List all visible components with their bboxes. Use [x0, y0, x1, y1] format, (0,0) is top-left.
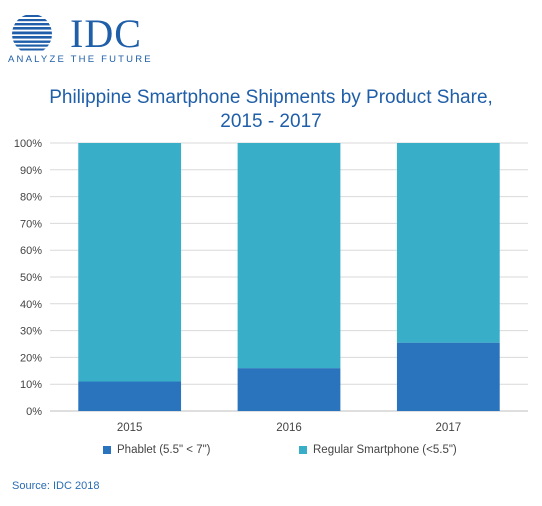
bars: [78, 143, 500, 411]
legend-swatch-phablet: [103, 446, 111, 454]
legend-label-phablet: Phablet (5.5" < 7"): [117, 444, 211, 456]
idc-globe-icon: [12, 15, 52, 51]
legend-item-regular-smartphone: Regular Smartphone (<5.5"): [299, 444, 457, 456]
bar-phablet-2015: [78, 381, 182, 411]
source-note: Source: IDC 2018: [12, 480, 100, 492]
x-tick-label: 2017: [436, 422, 462, 434]
y-tick-label: 100%: [14, 138, 42, 150]
y-axis-tick-labels: 0% 10% 20% 30% 40% 50% 60% 70% 80% 90% 100%: [14, 138, 42, 418]
y-tick-label: 10%: [20, 379, 42, 391]
bar-regular-smartphone-2015: [78, 143, 182, 382]
legend-item-phablet: Phablet (5.5" < 7"): [103, 444, 211, 456]
y-tick-label: 30%: [20, 326, 42, 338]
logo-wordmark: IDC: [70, 11, 142, 56]
y-tick-label: 60%: [20, 245, 42, 257]
logo-tagline: ANALYZE THE FUTURE: [8, 54, 153, 65]
legend-label-regular-smartphone: Regular Smartphone (<5.5"): [313, 444, 457, 456]
idc-logo: IDC ANALYZE THE FUTURE: [6, 8, 151, 66]
x-tick-label: 2016: [276, 422, 302, 434]
y-tick-label: 80%: [20, 192, 42, 204]
bar-regular-smartphone-2016: [237, 143, 341, 369]
y-tick-label: 50%: [20, 272, 42, 284]
chart-title-line-2: 2015 - 2017: [220, 111, 322, 132]
bar-phablet-2017: [396, 342, 500, 411]
x-tick-label: 2015: [117, 422, 143, 434]
y-tick-label: 40%: [20, 299, 42, 311]
stacked-bar-chart: 0%10%20%30%40%50%60%70%80%90%100% 2015 20…: [14, 138, 528, 434]
bar-regular-smartphone-2017: [396, 143, 500, 343]
y-tick-label: 90%: [20, 165, 42, 177]
chart-title-line-1: Philippine Smartphone Shipments by Produ…: [49, 87, 493, 108]
y-tick-label: 0%: [26, 406, 42, 418]
y-tick-label: 70%: [20, 218, 42, 230]
x-axis-tick-labels: 2015 2016 2017: [117, 422, 461, 434]
y-tick-label: 20%: [20, 352, 42, 364]
legend-swatch-regular-smartphone: [299, 446, 307, 454]
bar-phablet-2016: [237, 368, 341, 411]
